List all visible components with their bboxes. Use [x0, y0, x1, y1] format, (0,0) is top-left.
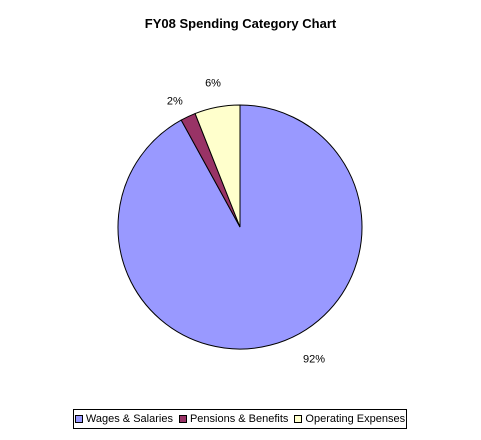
data-label-pensions-benefits: 2%	[167, 95, 183, 107]
data-label-wages-salaries: 92%	[303, 353, 325, 365]
legend-item-pensions: Pensions & Benefits	[178, 413, 289, 425]
legend-swatch-wages	[74, 415, 83, 423]
legend-item-wages: Wages & Salaries	[74, 413, 173, 425]
legend-label-pensions: Pensions & Benefits	[189, 413, 289, 425]
pie-slices	[117, 104, 363, 350]
legend-label-operating: Operating Expenses	[305, 413, 406, 425]
pie-chart: 92% 2% 6%	[117, 77, 363, 365]
legend-swatch-pensions	[178, 415, 187, 423]
chart-title: FY08 Spending Category Chart	[144, 16, 337, 31]
legend-item-operating: Operating Expenses	[294, 413, 405, 425]
data-label-operating-expenses: 6%	[205, 77, 221, 89]
pie-data-labels: 92% 2% 6%	[167, 77, 325, 365]
chart-legend: Wages & Salaries Pensions & Benefits Ope…	[73, 409, 407, 429]
legend-label-wages: Wages & Salaries	[85, 413, 173, 425]
pie-slice-operating-expenses	[194, 104, 241, 228]
legend-swatch-operating	[294, 415, 303, 423]
